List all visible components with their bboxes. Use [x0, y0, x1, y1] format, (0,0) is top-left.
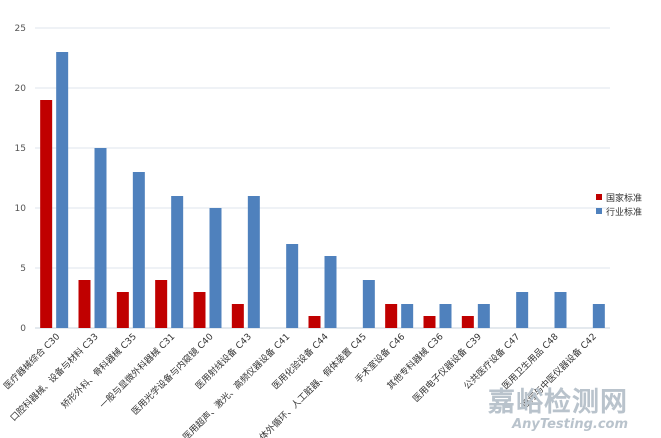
watermark-subtitle: AnyTesting.com — [512, 417, 628, 432]
bar-national — [155, 280, 168, 328]
legend-label-national-standard: 国家标准 — [606, 193, 643, 204]
x-tick-label: 医用电子仪器设备 C39 — [410, 330, 484, 404]
legend-item-national-standard: 国家标准 — [596, 190, 642, 204]
bar-national — [78, 280, 91, 328]
bar-national — [231, 304, 244, 328]
bar-industry — [592, 304, 605, 328]
legend-swatch-national-standard — [596, 194, 602, 200]
bar-industry — [286, 244, 299, 328]
bar-industry — [439, 304, 452, 328]
y-tick-label: 25 — [15, 24, 26, 34]
bar-industry — [56, 52, 69, 328]
y-tick-label: 0 — [20, 324, 26, 334]
bar-national — [193, 292, 206, 328]
watermark-title: 嘉峪检测网 — [488, 387, 628, 418]
bar-industry — [554, 292, 567, 328]
bar-industry — [94, 148, 107, 328]
bar-industry — [401, 304, 414, 328]
bar-national — [308, 316, 321, 328]
x-tick-label: 矫形外科、骨科器械 C35 — [59, 331, 139, 411]
bar-industry — [132, 172, 145, 328]
bar-national — [116, 292, 129, 328]
bar-industry — [477, 304, 490, 328]
bar-national — [461, 316, 474, 328]
y-tick-label: 5 — [20, 264, 26, 274]
y-tick-label: 20 — [15, 84, 27, 94]
bar-industry — [516, 292, 529, 328]
bar-industry — [247, 196, 260, 328]
bar-industry — [209, 208, 222, 328]
watermark: 嘉峪检测网 AnyTesting.com — [488, 388, 628, 432]
bar-national — [423, 316, 436, 328]
y-tick-label: 15 — [15, 144, 26, 154]
legend-label-industry-standard: 行业标准 — [606, 207, 643, 218]
bar-national — [40, 100, 53, 328]
bar-industry — [324, 256, 337, 328]
bar-industry — [171, 196, 184, 328]
bar-industry — [362, 280, 375, 328]
chart-legend: 国家标准 行业标准 — [596, 190, 642, 218]
x-tick-label: 一般与显微外科器械 C31 — [97, 331, 177, 411]
legend-swatch-industry-standard — [596, 208, 602, 214]
bar-national — [385, 304, 398, 328]
y-tick-label: 10 — [15, 204, 27, 214]
legend-item-industry-standard: 行业标准 — [596, 204, 642, 218]
